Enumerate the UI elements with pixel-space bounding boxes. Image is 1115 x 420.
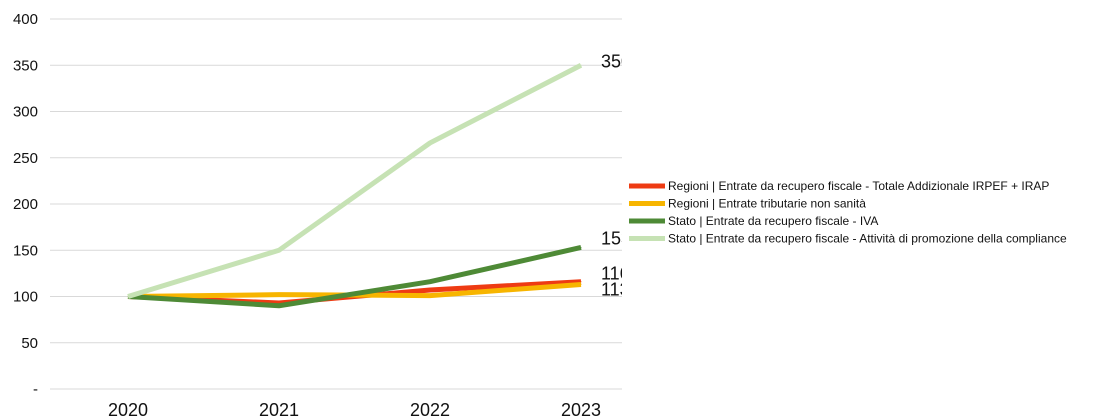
legend-label: Stato | Entrate da recupero fiscale - IV… [668,214,878,228]
legend-item: Stato | Entrate da recupero fiscale - IV… [629,214,878,228]
y-tick-label: 350 [13,57,38,74]
data-point [429,281,431,283]
data-point [580,246,582,248]
legend-label: Stato | Entrate da recupero fiscale - At… [668,232,1067,246]
data-point [127,296,129,297]
data-point [580,283,582,285]
grid-lines [50,18,622,390]
data-point [429,289,431,291]
data-point [278,249,280,251]
end-data-label: 116 [601,264,630,284]
y-axis-ticks: - 50 100 150 200 250 300 350 400 [13,11,38,398]
y-tick-label: 250 [13,150,38,167]
legend-label: Regioni | Entrate da recupero fiscale - … [668,179,1049,193]
x-axis-ticks: 2020 2021 2022 2023 [108,400,601,420]
y-tick-label: 300 [13,104,38,121]
legend-label: Regioni | Entrate tributarie non sanità [668,197,866,211]
end-data-label: 113 [601,279,630,299]
data-point [278,294,280,296]
x-tick-label: 2023 [561,400,601,420]
y-tick-label: 100 [13,289,38,306]
data-point [278,305,280,307]
series-line-3 [127,63,583,299]
x-tick-label: 2022 [410,400,450,420]
data-point [580,64,582,66]
data-point [429,142,431,144]
legend-item: Regioni | Entrate da recupero fiscale - … [629,179,1049,193]
data-point [429,295,431,297]
legend-item: Stato | Entrate da recupero fiscale - At… [629,232,1067,246]
y-tick-label: 150 [13,242,38,259]
end-data-label: 153 [601,228,631,248]
series-lines [127,63,583,309]
series-line-2 [127,245,582,309]
y-tick-label: - [33,381,38,398]
y-tick-label: 400 [13,11,38,28]
legend: Regioni | Entrate da recupero fiscale - … [629,179,1067,246]
data-point [580,281,582,283]
x-tick-label: 2020 [108,400,148,420]
y-tick-label: 200 [13,196,38,213]
x-tick-label: 2021 [259,400,299,420]
end-data-label: 350 [601,51,631,71]
legend-item: Regioni | Entrate tributarie non sanità [629,197,866,211]
y-tick-label: 50 [21,335,38,352]
